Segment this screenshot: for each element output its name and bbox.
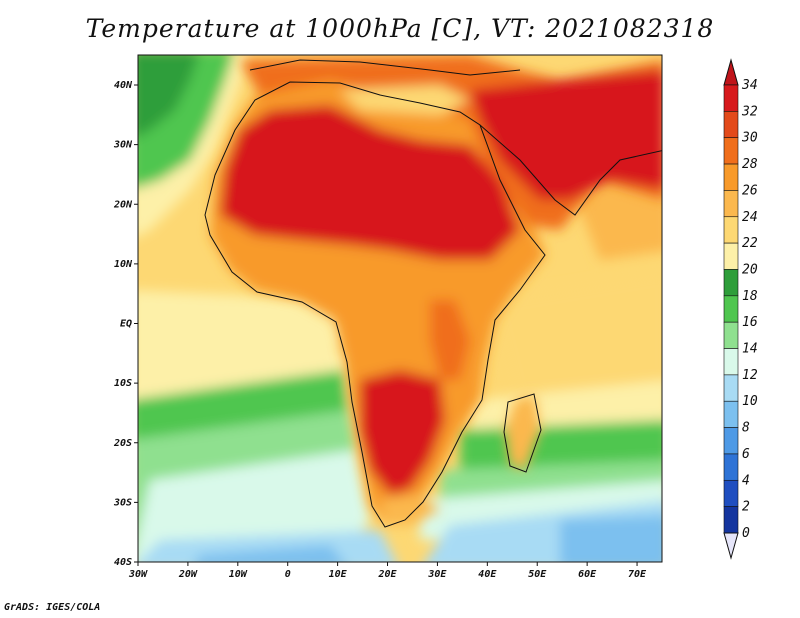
colorbar-label: 28: [742, 157, 758, 172]
lon-tick-label: 30E: [427, 569, 447, 580]
lat-tick-label: 30S: [113, 497, 132, 508]
lon-tick-label: 60E: [578, 569, 597, 580]
lon-tick-label: 70E: [628, 569, 647, 580]
colorbar-swatch: [723, 163, 739, 191]
colorbar-label: 22: [742, 236, 758, 251]
lat-tick-label: EQ: [120, 319, 132, 330]
colorbar-swatch: [723, 479, 739, 507]
colorbar-label: 32: [741, 104, 758, 119]
lat-tick-label: 40N: [114, 80, 133, 91]
colorbar-label: 24: [742, 210, 758, 225]
temperature-field: [138, 55, 662, 562]
coastline: [204, 59, 662, 528]
map-frame: [137, 54, 663, 563]
colorbar-label: 34: [741, 78, 758, 93]
colorbar-label: 6: [742, 447, 750, 462]
colorbar-over-arrow: [723, 58, 739, 86]
credit-label: GrADS: IGES/COLA: [4, 602, 101, 613]
colorbar-under-arrow: [723, 532, 739, 560]
colorbar-swatch: [723, 216, 739, 244]
colorbar-swatch: [723, 348, 739, 376]
colorbar-swatch: [723, 427, 739, 455]
latitude-ticks: 40N 30N 20N 10N EQ 10S 20S 30S 40S: [113, 80, 138, 568]
colorbar-swatch: [723, 295, 739, 323]
colorbar-swatch: [723, 374, 739, 402]
lon-tick-label: 30W: [128, 569, 148, 580]
map-title: Temperature at 1000hPa [C], VT: 20210823…: [85, 14, 715, 43]
colorbar-label: 2: [742, 500, 750, 515]
colorbar-swatch: [723, 321, 739, 349]
colorbar-label: 30: [741, 131, 758, 146]
colorbar-swatch: [723, 190, 739, 218]
lat-tick-label: 10S: [114, 378, 132, 389]
colorbar-label: 18: [742, 289, 758, 304]
colorbar-label: 14: [742, 342, 758, 357]
colorbar-label: 4: [742, 473, 750, 488]
lon-tick-label: 0: [285, 569, 291, 580]
lon-tick-label: 50E: [528, 569, 547, 580]
lon-tick-label: 40E: [478, 569, 497, 580]
lon-tick-label: 20W: [178, 569, 198, 580]
colorbar-swatch: [723, 111, 739, 139]
colorbar-label: 16: [742, 315, 758, 330]
lon-tick-label: 10W: [229, 569, 248, 580]
colorbar-label: 0: [742, 526, 750, 541]
colorbar-swatch: [723, 400, 739, 428]
lat-tick-label: 30N: [113, 140, 133, 151]
longitude-ticks: 30W 20W 10W 0 10E 20E 30E 40E 50E 60E 70E: [128, 562, 647, 580]
colorbar-swatch: [723, 453, 739, 481]
lat-tick-label: 20N: [113, 199, 133, 210]
colorbar-swatch: [723, 137, 739, 165]
colorbar-label: 20: [742, 262, 758, 277]
lat-tick-label: 40S: [114, 557, 132, 568]
colorbar-label: 12: [742, 368, 758, 383]
colorbar-swatch: [723, 242, 739, 270]
lon-tick-label: 20E: [377, 569, 397, 580]
lon-tick-label: 10E: [329, 569, 348, 580]
colorbar-swatch: [723, 506, 739, 534]
lat-tick-label: 20S: [113, 438, 132, 449]
lat-tick-label: 10N: [114, 259, 133, 270]
colorbar-label: 8: [742, 421, 750, 436]
colorbar-label: 10: [742, 394, 758, 409]
colorbar-swatch: [723, 84, 739, 112]
colorbar-swatch: [723, 269, 739, 297]
colorbar-label: 26: [742, 183, 758, 198]
